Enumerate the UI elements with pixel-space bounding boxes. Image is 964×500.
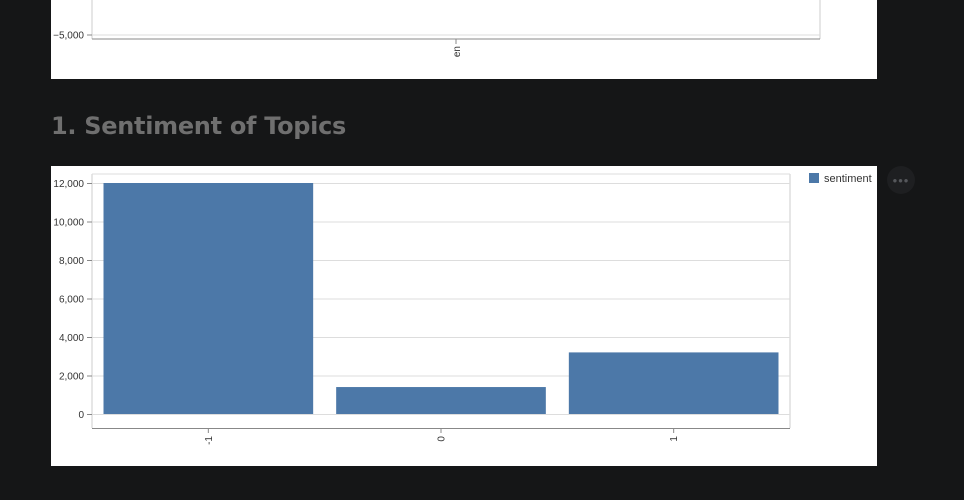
- x-tick-label: 0: [437, 436, 448, 442]
- previous-chart: −5,000 en: [53, 0, 821, 57]
- sentiment-bar-chart: 0 2,000 4,000 6,000 8,000 10,000 12,000 -1 0 1 se…: [53, 173, 872, 445]
- y-tick-label: 12,000: [53, 179, 84, 190]
- previous-chart-panel: −5,000 en: [51, 0, 877, 79]
- sentiment-chart-panel: 0 2,000 4,000 6,000 8,000 10,000 12,000 -1 0 1 se…: [51, 166, 877, 466]
- legend-label-sentiment: sentiment: [824, 173, 872, 185]
- x-tick-label: 1: [669, 436, 680, 442]
- bar: [568, 352, 779, 414]
- y-tick-label: 4,000: [59, 333, 84, 344]
- bar: [336, 387, 546, 414]
- y-tick-label: 8,000: [59, 256, 84, 267]
- axes: 0 2,000 4,000 6,000 8,000 10,000 12,000 -1 0 1: [53, 179, 790, 445]
- y-tick-label: 0: [78, 410, 84, 421]
- bar: [103, 183, 314, 414]
- y-tick-label: 10,000: [53, 218, 84, 229]
- chart-options-button[interactable]: •••: [887, 166, 915, 194]
- more-horizontal-icon: •••: [892, 172, 910, 188]
- bars: [103, 183, 779, 414]
- legend: sentiment: [809, 173, 872, 185]
- section-title: 1. Sentiment of Topics: [51, 112, 346, 140]
- previous-chart-x-tick-label: en: [452, 46, 463, 57]
- legend-swatch-sentiment: [809, 173, 819, 183]
- y-tick-label: 2,000: [59, 372, 84, 383]
- previous-chart-y-tick-label: −5,000: [53, 31, 84, 42]
- y-tick-label: 6,000: [59, 295, 84, 306]
- x-tick-label: -1: [204, 436, 215, 445]
